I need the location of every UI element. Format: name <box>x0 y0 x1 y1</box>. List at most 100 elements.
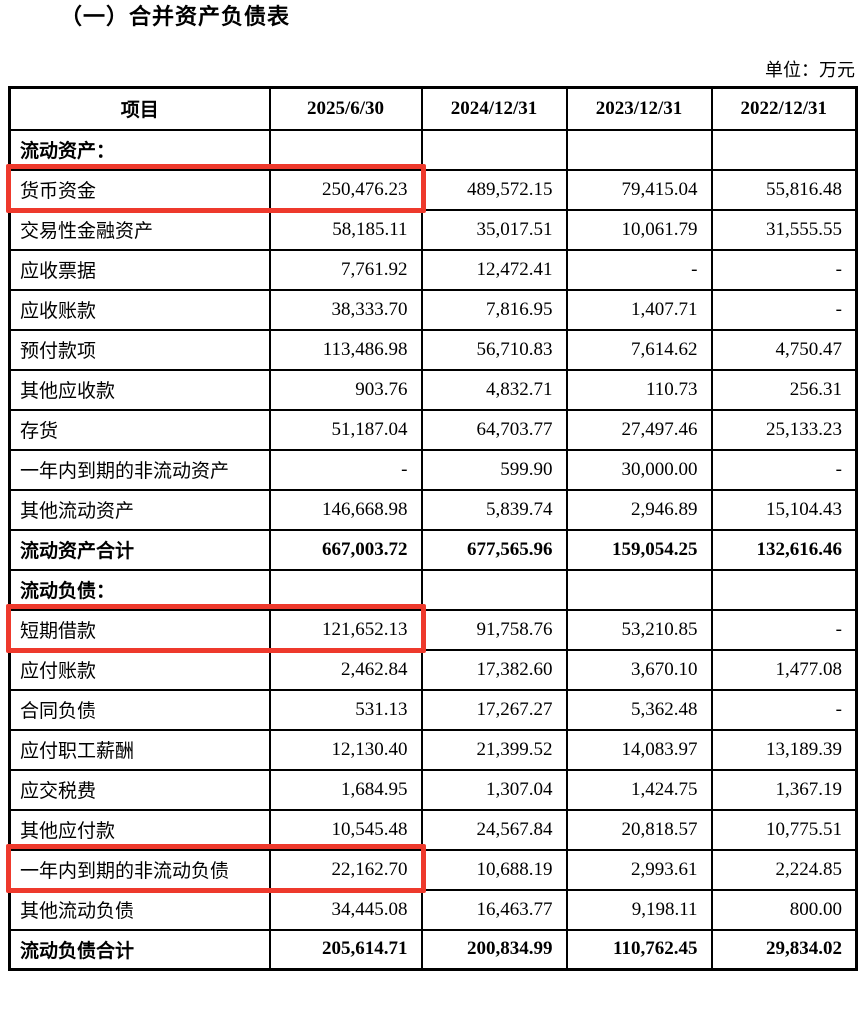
cell-value: - <box>710 248 858 291</box>
cell-value: 10,688.19 <box>420 848 568 891</box>
cell-value: 31,555.55 <box>710 208 858 251</box>
table-header: 项目 2025/6/30 2024/12/31 2023/12/31 2022/12/3… <box>8 86 858 131</box>
cell-value: 12,130.40 <box>268 728 423 771</box>
column-header-date: 2025/6/30 <box>268 86 423 131</box>
cell-value: 146,668.98 <box>268 488 423 531</box>
cell-value: 15,104.43 <box>710 488 858 531</box>
row-label: 流动资产： <box>8 128 271 171</box>
cell-value: 4,750.47 <box>710 328 858 371</box>
cell-value: 1,407.71 <box>565 288 713 331</box>
table-row: 流动资产： <box>8 128 858 171</box>
table-row: 货币资金 250,476.23 489,572.15 79,415.04 55,816.… <box>8 168 858 211</box>
cell-value: 110.73 <box>565 368 713 411</box>
cell-value <box>710 568 858 611</box>
cell-value: 17,382.60 <box>420 648 568 691</box>
cell-value: 24,567.84 <box>420 808 568 851</box>
cell-value: 10,061.79 <box>565 208 713 251</box>
table-row: 其他流动负债 34,445.08 16,463.77 9,198.11 800.00 <box>8 888 858 931</box>
table-row: 应收账款 38,333.70 7,816.95 1,407.71- <box>8 288 858 331</box>
cell-value: 29,834.02 <box>710 928 858 971</box>
cell-value: 10,545.48 <box>268 808 423 851</box>
cell-value <box>710 128 858 171</box>
cell-value: 3,670.10 <box>565 648 713 691</box>
cell-value: 58,185.11 <box>268 208 423 251</box>
cell-value: 56,710.83 <box>420 328 568 371</box>
row-label: 合同负债 <box>8 688 271 731</box>
column-header-date: 2022/12/31 <box>710 86 858 131</box>
cell-value: 51,187.04 <box>268 408 423 451</box>
column-header-item: 项目 <box>8 86 271 131</box>
cell-value: 256.31 <box>710 368 858 411</box>
cell-value: 79,415.04 <box>565 168 713 211</box>
row-label: 货币资金 <box>8 168 271 211</box>
cell-value: 667,003.72 <box>268 528 423 571</box>
cell-value: 5,839.74 <box>420 488 568 531</box>
cell-value: 121,652.13 <box>268 608 423 651</box>
unit-label: 单位：万元 <box>765 60 855 80</box>
table-row: 其他流动资产 146,668.98 5,839.74 2,946.89 15,104.4… <box>8 488 858 531</box>
cell-value: 22,162.70 <box>268 848 423 891</box>
cell-value: 35,017.51 <box>420 208 568 251</box>
row-label: 应付职工薪酬 <box>8 728 271 771</box>
cell-value <box>420 568 568 611</box>
row-label: 预付款项 <box>8 328 271 371</box>
balance-sheet-table: 项目 2025/6/30 2024/12/31 2023/12/31 2022/12/3… <box>8 86 858 971</box>
cell-value: 2,993.61 <box>565 848 713 891</box>
cell-value: 1,307.04 <box>420 768 568 811</box>
cell-value: 250,476.23 <box>268 168 423 211</box>
cell-value: 2,946.89 <box>565 488 713 531</box>
row-label: 应收账款 <box>8 288 271 331</box>
cell-value: 7,816.95 <box>420 288 568 331</box>
cell-value: 91,758.76 <box>420 608 568 651</box>
row-label: 存货 <box>8 408 271 451</box>
cell-value: 38,333.70 <box>268 288 423 331</box>
cell-value: 4,832.71 <box>420 368 568 411</box>
cell-value: 5,362.48 <box>565 688 713 731</box>
cell-value: - <box>565 248 713 291</box>
cell-value: 113,486.98 <box>268 328 423 371</box>
cell-value <box>565 128 713 171</box>
cell-value: - <box>710 688 858 731</box>
cell-value: 14,083.97 <box>565 728 713 771</box>
row-label: 一年内到期的非流动资产 <box>8 448 271 491</box>
row-label: 应付账款 <box>8 648 271 691</box>
table-row: 交易性金融资产 58,185.11 35,017.51 10,061.79 31,555… <box>8 208 858 251</box>
cell-value: 12,472.41 <box>420 248 568 291</box>
cell-value: - <box>710 288 858 331</box>
cell-value: 489,572.15 <box>420 168 568 211</box>
cell-value: - <box>710 448 858 491</box>
row-label: 其他流动资产 <box>8 488 271 531</box>
cell-value <box>565 568 713 611</box>
table-row: 流动负债合计 205,614.71 200,834.99 110,762.45 29,8… <box>8 928 858 971</box>
table-row: 预付款项 113,486.98 56,710.83 7,614.62 4,750.47 <box>8 328 858 371</box>
table-row: 存货 51,187.04 64,703.77 27,497.46 25,133.23 <box>8 408 858 451</box>
cell-value: 1,684.95 <box>268 768 423 811</box>
table-row: 一年内到期的非流动资产 -599.90 30,000.00- <box>8 448 858 491</box>
cell-value: 903.76 <box>268 368 423 411</box>
balance-sheet-table-wrap: 项目 2025/6/30 2024/12/31 2023/12/31 2022/12/3… <box>6 86 858 971</box>
row-label: 应交税费 <box>8 768 271 811</box>
cell-value: 13,189.39 <box>710 728 858 771</box>
cell-value: 132,616.46 <box>710 528 858 571</box>
cell-value <box>420 128 568 171</box>
table-body: 流动资产： 货币资金 250,476.23 489,572.15 79,415.04 55… <box>8 128 858 971</box>
cell-value: 16,463.77 <box>420 888 568 931</box>
cell-value: 677,565.96 <box>420 528 568 571</box>
row-label: 应收票据 <box>8 248 271 291</box>
cell-value: 55,816.48 <box>710 168 858 211</box>
cell-value: 10,775.51 <box>710 808 858 851</box>
table-row: 其他应收款 903.76 4,832.71 110.73 256.31 <box>8 368 858 411</box>
cell-value: 34,445.08 <box>268 888 423 931</box>
row-label: 短期借款 <box>8 608 271 651</box>
table-row: 流动资产合计 667,003.72 677,565.96 159,054.25 132,… <box>8 528 858 571</box>
cell-value: 27,497.46 <box>565 408 713 451</box>
table-row: 其他应付款 10,545.48 24,567.84 20,818.57 10,775.5… <box>8 808 858 851</box>
row-label: 其他应收款 <box>8 368 271 411</box>
cell-value: 30,000.00 <box>565 448 713 491</box>
cell-value: 7,761.92 <box>268 248 423 291</box>
table-row: 流动负债： <box>8 568 858 611</box>
cell-value: 1,367.19 <box>710 768 858 811</box>
cell-value: 2,462.84 <box>268 648 423 691</box>
header-row: 项目 2025/6/30 2024/12/31 2023/12/31 2022/12/3… <box>8 86 858 131</box>
table-row: 应付职工薪酬 12,130.40 21,399.52 14,083.97 13,189.… <box>8 728 858 771</box>
